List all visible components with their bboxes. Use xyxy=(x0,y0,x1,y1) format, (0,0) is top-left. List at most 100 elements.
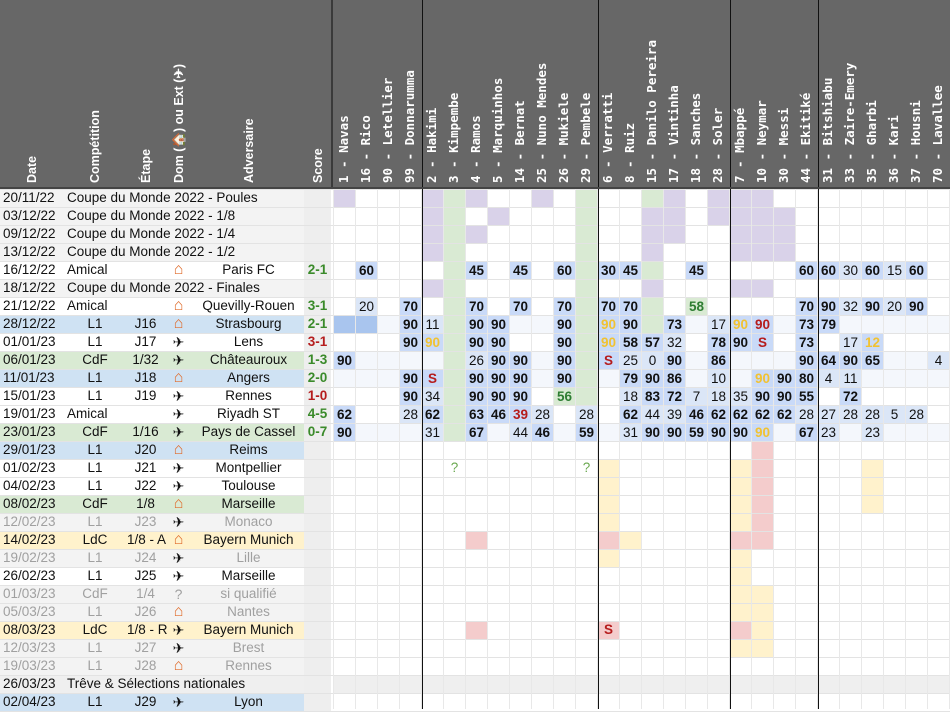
col-divider xyxy=(751,187,752,709)
opponent[interactable]: Toulouse xyxy=(221,478,276,493)
player-minutes: 90 xyxy=(510,388,531,405)
player-minutes: 45 xyxy=(510,262,531,279)
player-minutes xyxy=(422,244,443,261)
player-header[interactable]: 8 - Ruiz xyxy=(622,122,637,183)
player-header[interactable]: 28 - Soler xyxy=(710,107,725,183)
opponent[interactable]: Rennes xyxy=(225,658,272,673)
competition: CdF xyxy=(82,352,108,367)
opponent[interactable]: Nantes xyxy=(227,604,270,619)
player-header[interactable]: 10 - Neymar xyxy=(754,100,769,183)
player-header[interactable]: 5 - Marquinhos xyxy=(490,77,505,183)
player-header[interactable]: 6 - Verratti xyxy=(600,92,615,183)
player-header[interactable]: 15 - Danilo Pereira xyxy=(644,40,659,183)
player-header[interactable]: 25 - Nuno Mendes xyxy=(534,62,549,183)
score-cell-bg xyxy=(304,369,331,387)
plane-icon: ✈ xyxy=(172,622,185,638)
player-header[interactable]: 14 - Bernat xyxy=(512,100,527,183)
player-header[interactable]: 16 - Rico xyxy=(358,115,373,183)
player-minutes: 90 xyxy=(554,316,575,333)
opponent[interactable]: Angers xyxy=(227,370,270,385)
column-header-2[interactable]: Étape xyxy=(138,148,153,183)
score-cell-bg xyxy=(304,603,331,621)
player-minutes: 39 xyxy=(664,406,685,423)
player-header[interactable]: 70 - Lavallee xyxy=(930,85,945,183)
player-header[interactable]: 37 - Housni xyxy=(908,100,923,183)
stage: 1/8 xyxy=(136,496,155,511)
opponent[interactable]: Marseille xyxy=(221,496,276,511)
suspension-marker xyxy=(730,459,751,657)
player-header[interactable]: 29 - Pembele xyxy=(578,92,593,183)
player-header[interactable]: 99 - Donnarumma xyxy=(402,70,417,183)
row-background xyxy=(0,441,331,459)
player-header[interactable]: 26 - Mukiele xyxy=(556,92,571,183)
player-header[interactable]: 1 - Navas xyxy=(336,115,351,183)
opponent[interactable]: Bayern Munich xyxy=(203,622,294,637)
match-date: 05/03/23 xyxy=(3,604,56,619)
stage: J25 xyxy=(134,568,157,583)
competition: Amical xyxy=(67,298,108,313)
player-header[interactable]: 30 - Messi xyxy=(776,107,791,183)
player-minutes: 86 xyxy=(664,370,685,387)
opponent[interactable]: Rennes xyxy=(225,388,272,403)
row-divider xyxy=(0,639,950,640)
opponent[interactable]: Marseille xyxy=(221,568,276,583)
player-header[interactable]: 44 - Ekitiké xyxy=(798,92,813,183)
house-icon: ⌂ xyxy=(173,315,184,332)
row-background xyxy=(0,333,331,351)
player-header[interactable]: 3 - Kimpembe xyxy=(446,92,461,183)
opponent[interactable]: Brest xyxy=(232,640,265,655)
opponent[interactable]: Montpellier xyxy=(215,460,282,475)
player-minutes: 70 xyxy=(400,298,421,315)
opponent[interactable]: Lille xyxy=(236,550,261,565)
opponent[interactable]: Paris FC xyxy=(222,262,275,277)
player-minutes xyxy=(642,280,663,297)
opponent[interactable]: Lens xyxy=(233,334,264,349)
opponent[interactable]: Châteauroux xyxy=(209,352,288,367)
opponent[interactable]: Lyon xyxy=(234,694,263,709)
col-divider xyxy=(487,187,488,709)
opponent[interactable]: si qualifié xyxy=(220,586,277,601)
player-header[interactable]: 35 - Gharbi xyxy=(864,100,879,183)
player-minutes: 65 xyxy=(862,352,883,369)
opponent[interactable]: Reims xyxy=(229,442,268,457)
competition: L1 xyxy=(87,694,103,709)
player-minutes: 90 xyxy=(708,424,729,441)
row-divider xyxy=(0,549,950,550)
player-header[interactable]: 4 - Ramos xyxy=(468,115,483,183)
player-minutes: 4 xyxy=(818,370,839,387)
player-minutes: 90 xyxy=(400,370,421,387)
col-divider xyxy=(729,187,730,709)
row-divider xyxy=(0,441,950,442)
row-divider xyxy=(0,297,950,298)
opponent[interactable]: Quevilly-Rouen xyxy=(202,298,295,313)
column-header-3[interactable]: Dom (🏠) ou Ext (✈) xyxy=(171,63,186,183)
row-background xyxy=(0,657,331,675)
player-header[interactable]: 36 - Kari xyxy=(886,115,901,183)
opponent[interactable]: Monaco xyxy=(224,514,273,529)
player-header[interactable]: 31 - Bitshiabu xyxy=(820,77,835,183)
opponent[interactable]: Riyadh ST xyxy=(216,406,281,421)
opponent[interactable]: Bayern Munich xyxy=(203,532,294,547)
player-minutes: 80 xyxy=(796,370,817,387)
player-minutes: 90 xyxy=(840,352,861,369)
player-header[interactable]: 33 - Zaire-Emery xyxy=(842,62,857,183)
column-header-1[interactable]: Compétition xyxy=(88,110,102,183)
player-header[interactable]: 2 - Hakimi xyxy=(424,107,439,183)
player-header[interactable]: 18 - Sanches xyxy=(688,92,703,183)
opponent[interactable]: Pays de Cassel xyxy=(201,424,296,439)
player-header[interactable]: 7 - Mbappé xyxy=(732,107,747,183)
player-minutes: 90 xyxy=(906,298,927,315)
opponent[interactable]: Strasbourg xyxy=(215,316,282,331)
player-header[interactable]: 17 - Vintinha xyxy=(666,85,681,183)
column-header-4[interactable]: Adversaire xyxy=(241,118,256,183)
row-background xyxy=(0,549,331,567)
row-divider xyxy=(0,693,950,694)
player-minutes: 35 xyxy=(730,388,751,405)
score-cell-bg xyxy=(304,297,331,315)
col-divider xyxy=(509,187,510,709)
column-header-5[interactable]: Score xyxy=(310,148,325,183)
column-header-0[interactable]: Date xyxy=(24,155,39,183)
match-date: 06/01/23 xyxy=(3,352,56,367)
row-background xyxy=(0,261,331,279)
player-header[interactable]: 90 - Letellier xyxy=(380,77,395,183)
